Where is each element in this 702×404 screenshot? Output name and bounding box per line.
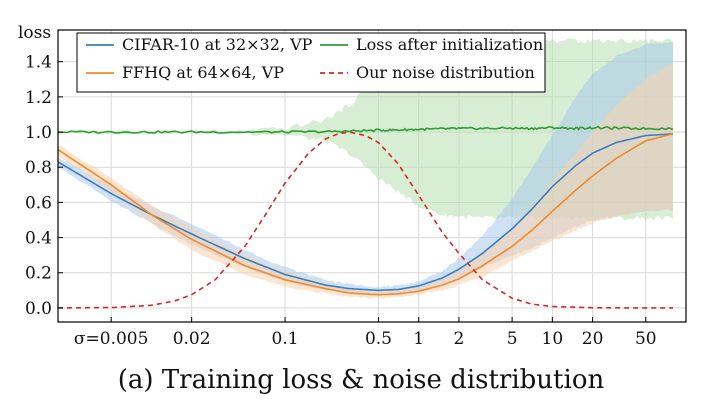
x-tick-label: 50 bbox=[635, 329, 657, 349]
series-line-0 bbox=[57, 133, 674, 292]
y-tick-label: 0.2 bbox=[25, 264, 52, 284]
y-tick-label: 0.4 bbox=[25, 229, 52, 249]
x-tick-label: 20 bbox=[582, 329, 604, 349]
y-tick-label: 0.8 bbox=[25, 158, 52, 178]
y-tick-label: 0.6 bbox=[25, 193, 52, 213]
legend-label-2: Loss after initialization bbox=[356, 35, 543, 54]
series-line-2 bbox=[57, 125, 674, 134]
legend-label-1: FFHQ at 64×64, VP bbox=[122, 63, 284, 82]
chart-caption: (a) Training loss & noise distribution bbox=[118, 365, 605, 395]
x-tick-label: σ=0.005 bbox=[74, 329, 149, 349]
x-tick-label: 0.02 bbox=[173, 329, 211, 349]
plot-frame bbox=[57, 29, 687, 323]
y-axis-label: loss bbox=[18, 23, 51, 43]
x-tick-label: 5 bbox=[507, 329, 518, 349]
series-line-3 bbox=[58, 131, 673, 309]
x-tick-label: 0.1 bbox=[272, 329, 299, 349]
x-tick-label: 2 bbox=[454, 329, 465, 349]
legend-label-3: Our noise distribution bbox=[356, 63, 535, 82]
x-tick-label: 1 bbox=[413, 329, 424, 349]
series-lines bbox=[57, 125, 674, 309]
y-tick-label: 0.0 bbox=[25, 299, 52, 319]
y-tick-label: 1.0 bbox=[25, 123, 52, 143]
x-tick-label: 10 bbox=[542, 329, 564, 349]
y-tick-label: 1.2 bbox=[25, 88, 52, 108]
y-axis-ticks: 0.0 0.2 0.4 0.6 0.8 1.0 1.2 1.4 bbox=[25, 53, 63, 319]
y-tick-label: 1.4 bbox=[25, 53, 52, 73]
series-line-1 bbox=[57, 133, 674, 296]
legend-box bbox=[76, 32, 546, 93]
x-tick-label: 0.5 bbox=[365, 329, 392, 349]
legend: CIFAR-10 at 32×32, VP FFHQ at 64×64, VP Lo… bbox=[76, 32, 546, 93]
legend-label-0: CIFAR-10 at 32×32, VP bbox=[122, 35, 313, 54]
x-axis-ticks: σ=0.005 0.02 0.1 0.5 1 2 5 10 20 50 bbox=[74, 317, 657, 349]
